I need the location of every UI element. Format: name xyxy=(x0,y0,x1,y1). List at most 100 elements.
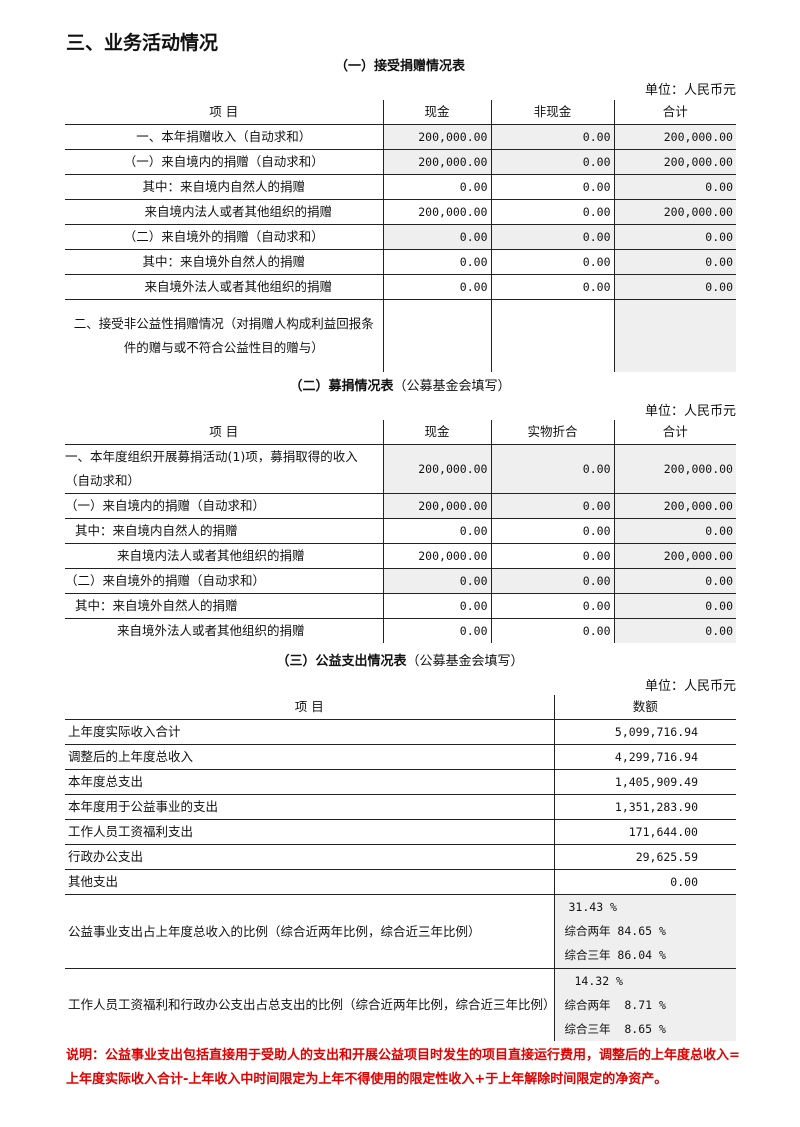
table-row: 行政办公支出 29,625.59 xyxy=(65,844,736,870)
table-row: 其中：来自境内自然人的捐赠 0.00 0.00 0.00 xyxy=(65,518,736,544)
header-row: 项 目现金 非现金 合计 xyxy=(65,100,736,125)
row-label: （二）来自境外的捐赠（自动求和） xyxy=(65,568,383,594)
ratio-line: 14.32 % xyxy=(574,974,623,988)
value-cell: 0.00 xyxy=(490,568,614,594)
amount-cell: 4,299,716.94 xyxy=(553,744,736,770)
explanation-note: 说明：公益事业支出包括直接用于受助人的支出和开展公益项目时发生的项目直接运行费用… xyxy=(66,1048,740,1087)
table2-caption: （二）募捐情况表（公募基金会填写） xyxy=(0,375,800,394)
value-cell: 0.00 xyxy=(382,174,491,200)
row-label: 行政办公支出 xyxy=(65,844,554,870)
table-row: 来自境内法人或者其他组织的捐赠 200,000.00 0.00 200,000.00 xyxy=(65,199,736,225)
column-header: 项 目 xyxy=(65,420,383,445)
table-row: 来自境外法人或者其他组织的捐赠 0.00 0.00 0.00 xyxy=(65,618,736,643)
row-label: 一、本年度组织开展募捐活动(1)项，募捐取得的收入（自动求和） xyxy=(65,444,383,494)
value-cell xyxy=(490,299,614,372)
column-header: 非现金 xyxy=(490,100,614,125)
value-cell: 200,000.00 xyxy=(382,444,491,494)
value-cell: 0.00 xyxy=(490,249,614,275)
value-cell: 0.00 xyxy=(382,518,491,544)
ratio-values: 31.43 % 综合两年 84.65 % 综合三年 86.04 % xyxy=(553,894,736,969)
table-row: 调整后的上年度总收入 4,299,716.94 xyxy=(65,744,736,770)
amount-cell: 29,625.59 xyxy=(553,844,736,870)
table-row: 本年度用于公益事业的支出 1,351,283.90 xyxy=(65,794,736,820)
row-label: 本年度总支出 xyxy=(65,769,554,795)
value-cell: 0.00 xyxy=(490,493,614,519)
caption-note: （公募基金会填写） xyxy=(393,379,511,394)
table-row: 其中：来自境内自然人的捐赠 0.00 0.00 0.00 xyxy=(65,174,736,200)
row-label: （一）来自境内的捐赠（自动求和） xyxy=(65,493,383,519)
ratio-line: 综合两年 84.65 % xyxy=(564,924,666,938)
ratio-label: 公益事业支出占上年度总收入的比例（综合近两年比例，综合近三年比例） xyxy=(65,894,554,969)
value-cell: 0.00 xyxy=(613,593,736,619)
fundraising-table: 项 目现金 实物折合 合计 一、本年度组织开展募捐活动(1)项，募捐取得的收入（自动求… xyxy=(65,420,736,643)
public-welfare-expenditure-table: 项 目数额 上年度实际收入合计 5,099,716.94 调整后的上年度总收入 4,29… xyxy=(65,695,736,1041)
caption-text: （二）募捐情况表 xyxy=(289,379,394,394)
value-cell: 0.00 xyxy=(382,274,491,300)
value-cell: 0.00 xyxy=(382,593,491,619)
column-header: 现金 xyxy=(382,100,491,125)
table-row: （一）来自境内的捐赠（自动求和） 200,000.00 0.00 200,000.00 xyxy=(65,493,736,519)
value-cell: 0.00 xyxy=(490,518,614,544)
row-label: 其他支出 xyxy=(65,869,554,895)
value-cell: 0.00 xyxy=(382,618,491,643)
row-label: 上年度实际收入合计 xyxy=(65,719,554,745)
table-row: 一、本年度组织开展募捐活动(1)项，募捐取得的收入（自动求和） 200,000.0… xyxy=(65,444,736,494)
ratio-values: 14.32 % 综合两年 8.71 % 综合三年 8.65 % xyxy=(553,968,736,1041)
value-cell: 0.00 xyxy=(613,174,736,200)
value-cell: 200,000.00 xyxy=(382,149,491,175)
table3-unit: 单位：人民币元 xyxy=(644,679,736,694)
table3-caption: （三）公益支出情况表（公募基金会填写） xyxy=(0,650,800,669)
row-label: 本年度用于公益事业的支出 xyxy=(65,794,554,820)
table1-unit: 单位：人民币元 xyxy=(644,83,736,98)
row-label: 其中：来自境外自然人的捐赠 xyxy=(65,593,383,619)
row-label: 调整后的上年度总收入 xyxy=(65,744,554,770)
value-cell: 0.00 xyxy=(382,568,491,594)
value-cell: 0.00 xyxy=(490,199,614,225)
table-row: 一、本年捐赠收入（自动求和） 200,000.00 0.00 200,000.00 xyxy=(65,124,736,150)
caption-note: （公募基金会填写） xyxy=(406,654,524,669)
row-label: 工作人员工资福利支出 xyxy=(65,819,554,845)
row-label: 来自境内法人或者其他组织的捐赠 xyxy=(65,199,383,225)
table-row: 来自境外法人或者其他组织的捐赠 0.00 0.00 0.00 xyxy=(65,274,736,300)
row-label: （一）来自境内的捐赠（自动求和） xyxy=(65,149,383,175)
value-cell: 0.00 xyxy=(490,444,614,494)
ratio-row: 工作人员工资福利和行政办公支出占总支出的比例（综合近两年比例，综合近三年比例） 1… xyxy=(65,968,736,1041)
value-cell xyxy=(613,299,736,372)
value-cell: 0.00 xyxy=(613,618,736,643)
amount-cell: 1,351,283.90 xyxy=(553,794,736,820)
ratio-line: 综合三年 86.04 % xyxy=(564,948,666,962)
table-row: 本年度总支出 1,405,909.49 xyxy=(65,769,736,795)
header-row: 项 目现金 实物折合 合计 xyxy=(65,420,736,445)
value-cell: 0.00 xyxy=(490,174,614,200)
value-cell: 0.00 xyxy=(490,274,614,300)
row-label: 其中：来自境内自然人的捐赠 xyxy=(65,174,383,200)
table-row: 其中：来自境外自然人的捐赠 0.00 0.00 0.00 xyxy=(65,249,736,275)
value-cell: 0.00 xyxy=(490,543,614,569)
table-row: （二）来自境外的捐赠（自动求和） 0.00 0.00 0.00 xyxy=(65,224,736,250)
value-cell: 0.00 xyxy=(382,224,491,250)
value-cell: 0.00 xyxy=(490,593,614,619)
table-row: （二）来自境外的捐赠（自动求和） 0.00 0.00 0.00 xyxy=(65,568,736,594)
table-row: 工作人员工资福利支出 171,644.00 xyxy=(65,819,736,845)
amount-cell: 0.00 xyxy=(553,869,736,895)
row-label: （二）来自境外的捐赠（自动求和） xyxy=(65,224,383,250)
column-header: 合计 xyxy=(613,100,736,125)
value-cell: 200,000.00 xyxy=(382,543,491,569)
value-cell: 200,000.00 xyxy=(382,493,491,519)
ratio-label: 工作人员工资福利和行政办公支出占总支出的比例（综合近两年比例，综合近三年比例） xyxy=(68,997,556,1012)
value-cell: 0.00 xyxy=(613,568,736,594)
section-title: 三、业务活动情况 xyxy=(66,32,219,54)
value-cell: 200,000.00 xyxy=(613,124,736,150)
table1-caption: （一）接受捐赠情况表 xyxy=(0,55,800,74)
table-row: 其他支出 0.00 xyxy=(65,869,736,895)
value-cell: 0.00 xyxy=(613,518,736,544)
table-row: 其中：来自境外自然人的捐赠 0.00 0.00 0.00 xyxy=(65,593,736,619)
row-label: 来自境内法人或者其他组织的捐赠 xyxy=(65,543,383,569)
table-row: 上年度实际收入合计 5,099,716.94 xyxy=(65,719,736,745)
value-cell: 200,000.00 xyxy=(613,493,736,519)
row-label: 来自境外法人或者其他组织的捐赠 xyxy=(117,623,305,638)
ratio-line: 31.43 % xyxy=(568,900,617,914)
value-cell: 0.00 xyxy=(382,249,491,275)
value-cell: 0.00 xyxy=(490,124,614,150)
value-cell: 200,000.00 xyxy=(382,124,491,150)
